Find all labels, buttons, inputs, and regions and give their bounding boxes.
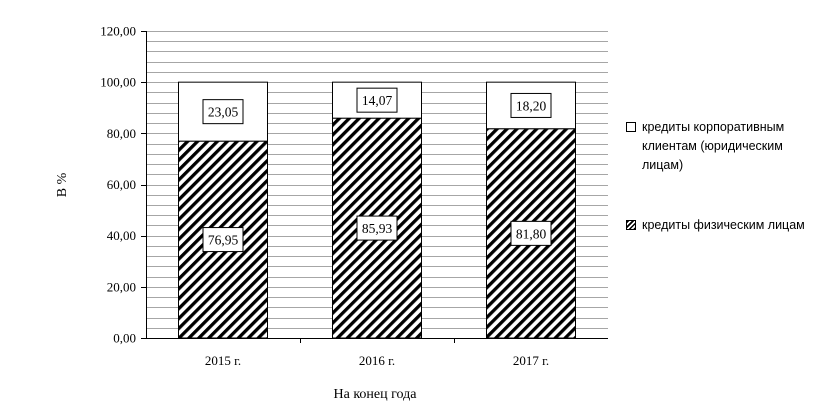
legend-2: кредиты физическим лицам (626, 216, 826, 235)
data-label: 18,20 (516, 98, 547, 113)
legend-swatch-hatched (626, 220, 636, 230)
y-tick-label: 60,00 (107, 177, 136, 192)
data-label-box (356, 87, 398, 113)
legend-item-corporate: кредиты корпоративным клиентам (юридичес… (626, 118, 826, 175)
legend-item-individuals: кредиты физическим лицам (626, 216, 826, 235)
data-label-box (510, 92, 552, 118)
y-tick-label: 0,00 (113, 331, 136, 346)
y-tick-label: 20,00 (107, 279, 136, 294)
data-label: 81,80 (516, 226, 547, 241)
y-tick-label: 80,00 (107, 126, 136, 141)
y-tick-label: 40,00 (107, 228, 136, 243)
legend: кредиты корпоративным клиентам (юридичес… (626, 118, 826, 175)
data-label-box (356, 215, 398, 241)
y-tick-label: 120,00 (100, 24, 136, 39)
data-label: 76,95 (208, 233, 239, 248)
legend-swatch-white (626, 122, 636, 132)
legend-label-individuals: кредиты физическим лицам (642, 218, 805, 232)
x-axis-title: На конец года (334, 387, 418, 402)
data-label-box (202, 99, 244, 125)
data-label: 14,07 (362, 93, 393, 108)
y-tick-label: 100,00 (100, 75, 136, 90)
y-axis-title: В % (55, 172, 70, 197)
data-label: 23,05 (208, 105, 239, 120)
legend-label-corporate: кредиты корпоративным клиентам (юридичес… (642, 120, 785, 172)
x-tick-label: 2017 г. (513, 353, 549, 368)
data-label: 85,93 (362, 221, 393, 236)
data-label-box (202, 227, 244, 253)
data-label-box (510, 220, 552, 246)
x-tick-label: 2015 г. (205, 353, 241, 368)
data-labels: 76,95 23,05 85,93 14,07 81,80 18,20 (202, 87, 552, 253)
x-tick-label: 2016 г. (359, 353, 395, 368)
